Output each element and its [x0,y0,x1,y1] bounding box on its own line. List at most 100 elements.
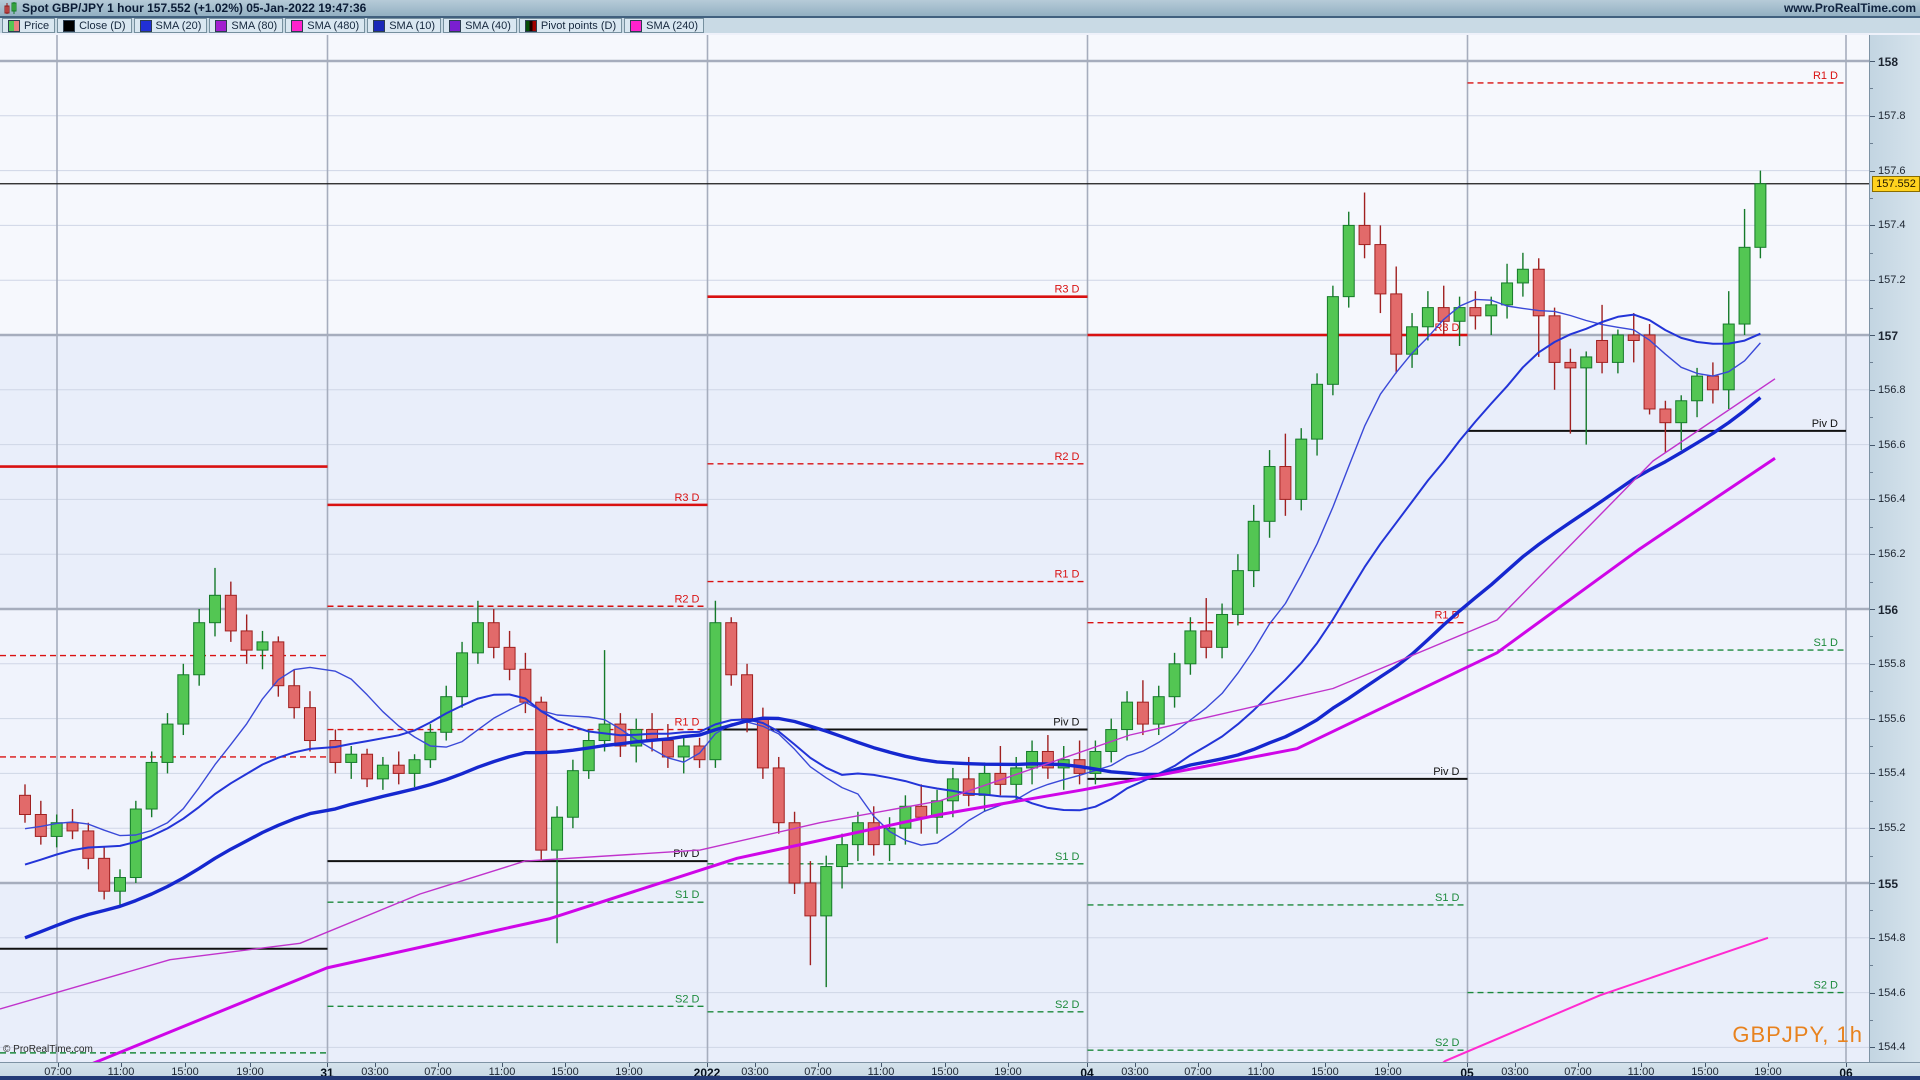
price-tick-mark [1870,828,1875,830]
time-tick-mark [565,1063,566,1067]
candle-body [456,652,469,698]
legend-item-sma-20-[interactable]: SMA (20) [133,18,208,33]
legend-swatch [630,19,643,32]
candle-body [883,827,896,846]
price-band [0,609,1869,883]
pivot-label: R1 D [1054,569,1079,581]
pivot-label: S1 D [1435,892,1460,904]
price-tick-label: 155.2 [1878,822,1906,835]
legend-item-pivot-points-d-[interactable]: Pivot points (D) [518,18,623,33]
time-tick-mark [502,1063,503,1067]
candle-body [1485,304,1498,317]
price-tick-mark [1870,115,1875,117]
price-tick-mark [1870,855,1873,857]
price-tick-mark [1870,1020,1873,1021]
candle-body [741,674,754,720]
legend-swatch [449,19,462,32]
time-tick-label: 19:00 [615,1066,643,1078]
candle-body [1453,307,1466,322]
price-tick-mark [1870,554,1875,556]
time-tick-mark [881,1063,882,1067]
price-tick-label: 155 [1878,877,1899,891]
price-tick-label: 156 [1878,603,1899,617]
legend-item-sma-240-[interactable]: SMA (240) [624,18,705,33]
time-tick-label: 07:00 [1184,1066,1212,1078]
time-tick-label: 11:00 [1627,1066,1655,1078]
time-tick-label: 11:00 [107,1066,135,1078]
legend-item-sma-10-[interactable]: SMA (10) [367,18,442,33]
candle-body [345,753,358,763]
price-tick-label: 155.8 [1878,657,1906,670]
candle-body [1754,183,1767,248]
sma-line-sma-240 [92,457,1776,1062]
pivot-label: Piv D [1812,418,1838,430]
legend-item-close-d-[interactable]: Close (D) [57,18,132,33]
candle-body [867,822,880,846]
price-tick-label: 155.6 [1878,712,1906,725]
time-tick-mark [945,1063,946,1067]
time-tick-mark [1515,1063,1516,1067]
candle-body [256,641,269,651]
candle-body [1279,466,1292,500]
time-tick-mark [1008,1063,1009,1067]
candle-body [661,740,674,758]
candle-body [208,594,221,624]
candle-body [113,877,126,892]
candle-body [19,794,31,816]
price-tick-mark [1870,335,1875,336]
time-tick-mark [1578,1063,1579,1067]
candle-body [804,882,817,917]
legend-item-sma-80-[interactable]: SMA (80) [209,18,284,33]
legend-item-sma-480-[interactable]: SMA (480) [285,18,366,33]
candle-body [836,844,849,868]
time-tick-label: 11:00 [867,1066,895,1078]
time-tick-label: 19:00 [1754,1066,1782,1078]
candle-body [98,857,111,892]
price-tick-mark [1870,718,1875,720]
time-tick-label: 03:00 [361,1066,389,1078]
website-link[interactable]: www.ProRealTime.com [1783,1,1916,15]
time-tick-mark [818,1063,819,1067]
price-tick-mark [1870,362,1873,364]
price-tick-mark [1870,389,1875,391]
time-tick-mark [1641,1063,1642,1067]
time-tick-mark [250,1063,251,1067]
time-tick-label: 07:00 [424,1066,452,1078]
price-tick-label: 157.2 [1878,274,1906,287]
pivot-label: S2 D [1435,1037,1460,1049]
price-tick-mark [1870,307,1873,309]
price-tick-mark [1870,198,1873,199]
time-tick-mark [755,1063,756,1067]
legend-swatch [63,19,76,32]
price-tick-mark [1870,800,1873,802]
candle-body [677,745,690,758]
time-axis[interactable]: 07:00 11:00 15:00 19:00 31 03:00 07:00 11:00 15:… [0,1062,1920,1080]
candle-body [193,622,206,676]
price-tick-label: 157.6 [1878,164,1906,177]
chart-plot-area[interactable]: R3 D R2 D R1 D Piv D S1 D S2 D R3 D R2 D R1 D Piv… [0,35,1869,1062]
legend-item-sma-40-[interactable]: SMA (40) [443,18,517,33]
time-tick-label: 15:00 [931,1066,959,1078]
price-tick-mark [1870,252,1873,254]
time-tick-mark [375,1063,376,1067]
candle-body [630,729,643,747]
pivot-label: R2 D [674,593,699,605]
pivot-label: S2 D [675,993,700,1005]
price-tick-mark [1870,88,1873,90]
legend-label: Close (D) [79,19,126,32]
legend-item-price[interactable]: Price [2,18,56,33]
candles-layer[interactable] [19,170,1767,988]
legend-swatch [291,19,304,32]
price-band [0,883,1869,1062]
price-axis[interactable]: 158 157.8 157.6 157.4 157.2 157 156.8 156.6 156.… [1869,35,1920,1062]
pivot-label: R1 D [1813,70,1838,82]
price-tick-mark [1870,417,1873,419]
time-tick-mark [438,1063,439,1067]
candle-body [1295,438,1308,500]
window-bottom-edge [0,1076,1920,1080]
sma-line-40 [24,396,1762,940]
time-tick-label: 11:00 [488,1066,516,1078]
time-tick-label: 19:00 [236,1066,264,1078]
legend-label: SMA (40) [465,19,511,32]
